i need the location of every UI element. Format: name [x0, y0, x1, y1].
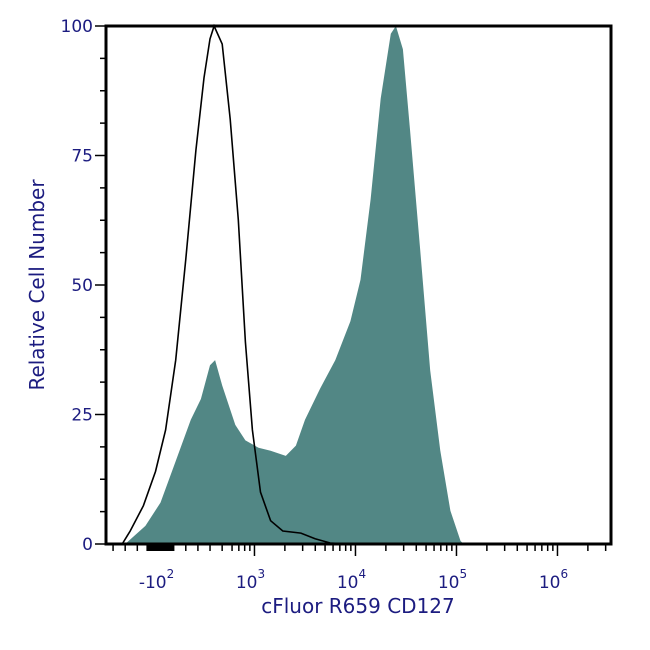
series-outline-histogram [121, 23, 351, 545]
y-tick-label: 100 [61, 17, 93, 37]
x-tick-label: 104 [337, 567, 366, 593]
x-negative-region-marker [146, 545, 174, 551]
x-tick-base: 10 [438, 573, 460, 593]
x-tick-exponent: 6 [560, 567, 568, 581]
x-tick-label: 106 [539, 567, 568, 593]
y-tick-label: 25 [71, 406, 93, 426]
x-tick-label: 103 [236, 567, 265, 593]
x-tick-exponent: 5 [459, 567, 467, 581]
y-tick-label: 50 [71, 276, 93, 296]
y-tick-label: 0 [82, 535, 93, 555]
x-tick-base: 10 [236, 573, 258, 593]
y-tick-label: 75 [71, 147, 93, 167]
series-filled-histogram [125, 26, 464, 544]
x-tick-exponent: 3 [257, 567, 265, 581]
x-tick-label: -102 [139, 567, 174, 593]
x-tick-base: 10 [539, 573, 561, 593]
x-tick-exponent: 2 [167, 567, 175, 581]
x-tick-label: 105 [438, 567, 467, 593]
x-tick-exponent: 4 [358, 567, 366, 581]
x-axis-title: cFluor R659 CD127 [261, 594, 455, 618]
y-axis-title: Relative Cell Number [25, 179, 49, 391]
x-tick-base: 10 [337, 573, 359, 593]
x-tick-base: -10 [139, 573, 167, 593]
